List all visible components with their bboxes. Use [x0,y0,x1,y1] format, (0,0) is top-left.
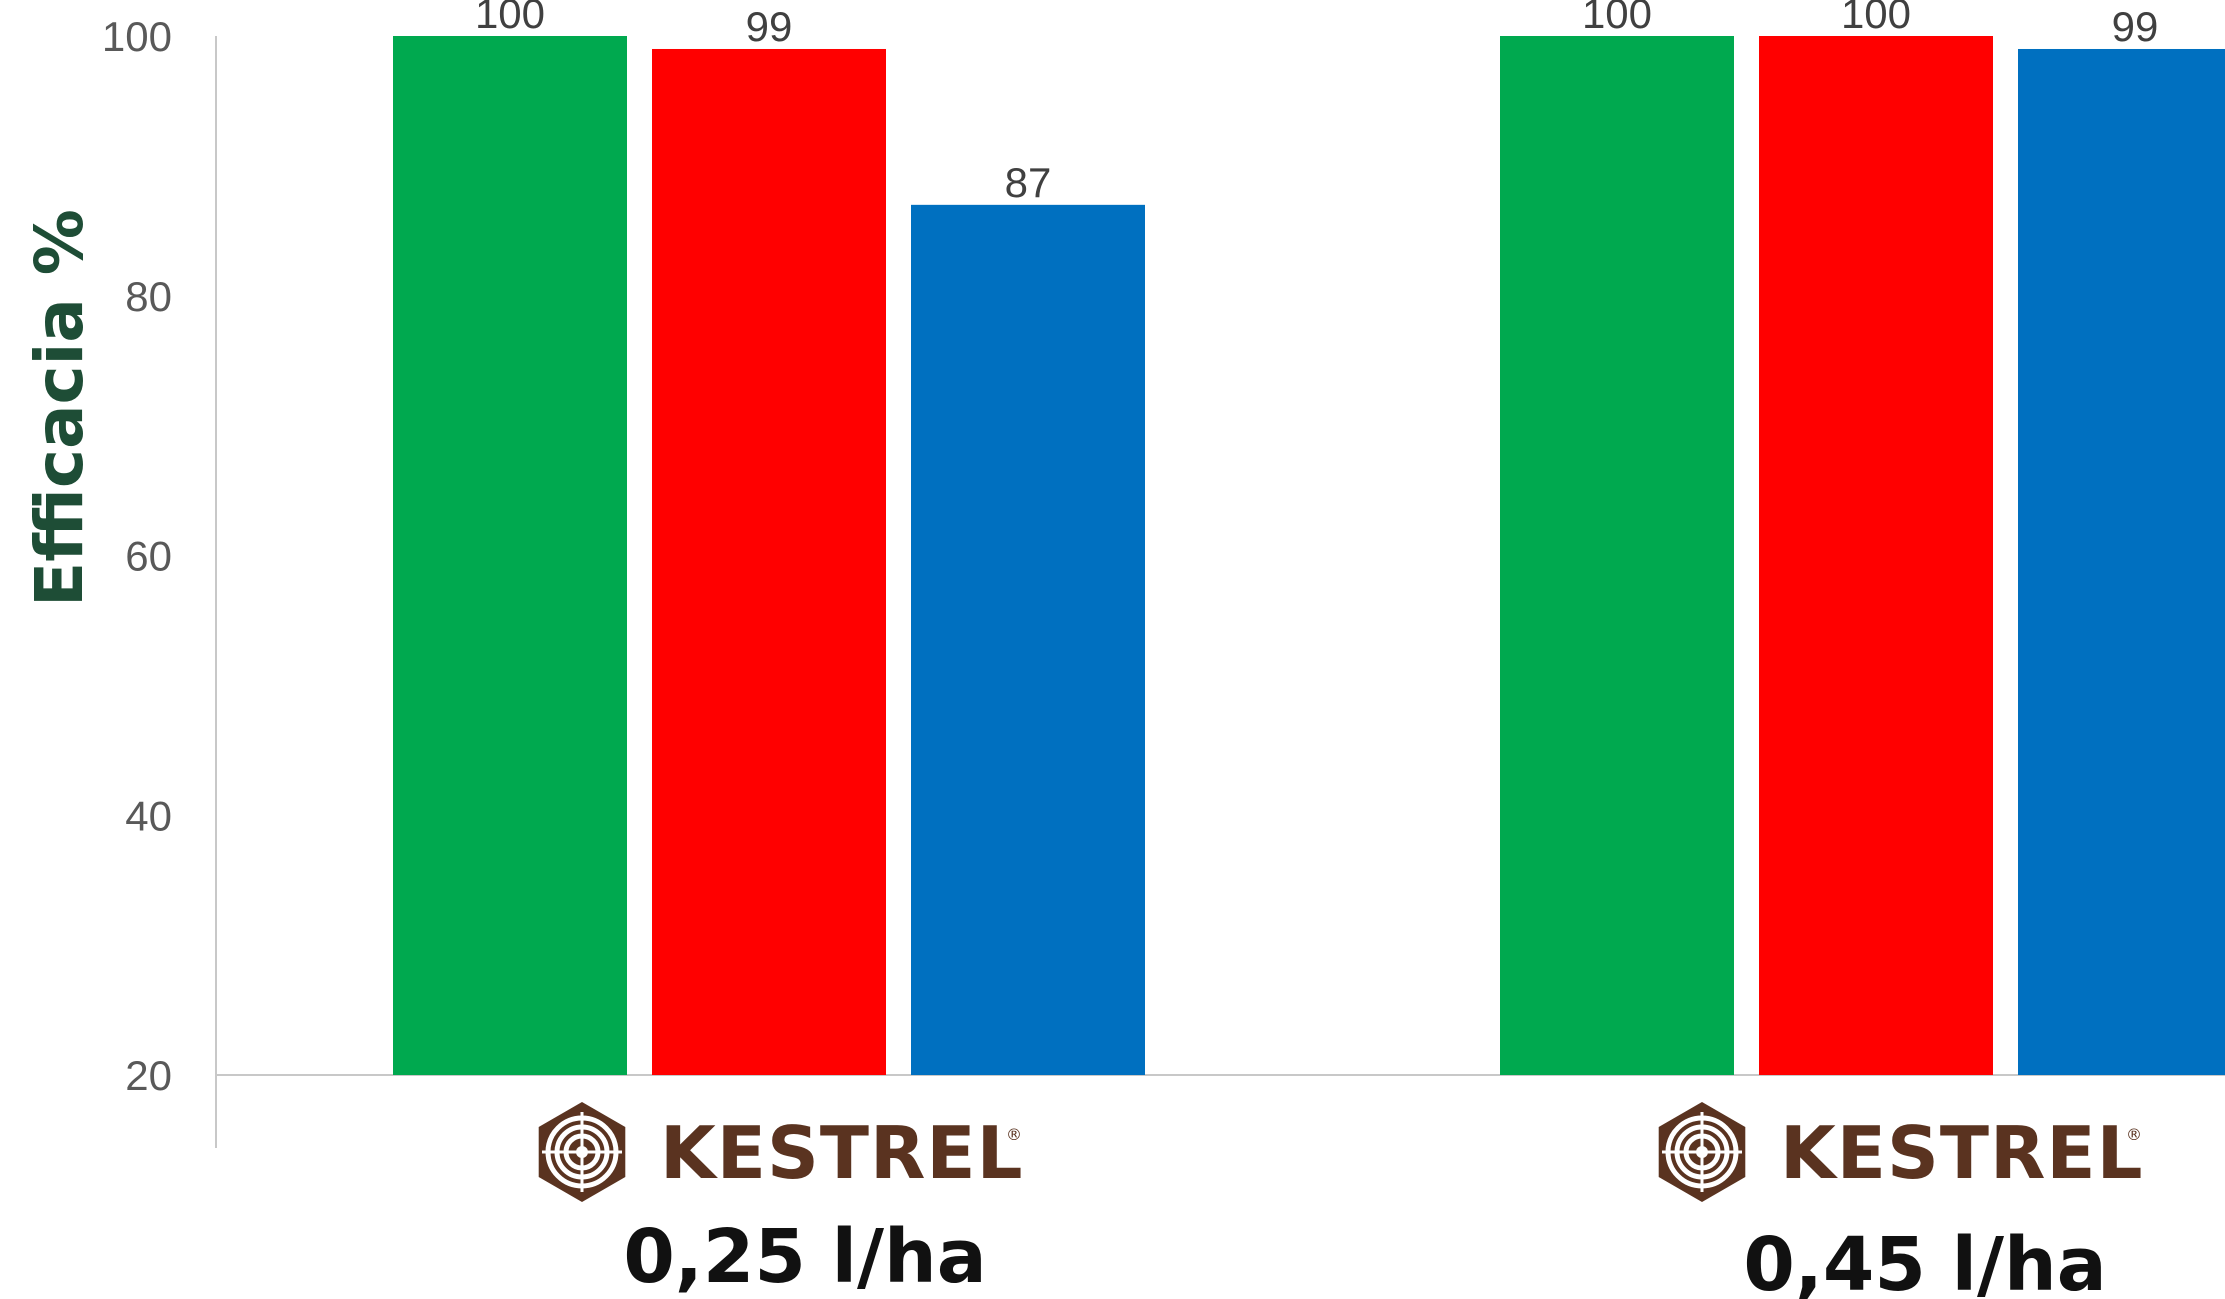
bar-series3-cat2 [2018,48,2225,1075]
dose-label: 0,25 l/ha [623,1214,986,1299]
data-label: 100 [475,0,545,37]
x-category-2: KESTREL® 0,45 l/ha [1658,1102,2143,1299]
y-tick-label: 80 [125,273,172,320]
y-axis-label: Efficacia % [21,209,98,607]
registered-mark: ® [2126,1125,2142,1144]
y-tick-label: 60 [125,533,172,580]
brand-name: KESTREL [660,1111,1023,1195]
data-label: 100 [1582,0,1652,37]
x-category-1: KESTREL® 0,25 l/ha [538,1102,1023,1299]
bar-series3-cat1 [911,204,1145,1075]
kestrel-logo-icon [1658,1102,1746,1202]
y-tick-label: 100 [102,13,172,60]
y-tick-label: 20 [125,1052,172,1099]
data-labels: 100 100 99 100 87 99 [475,0,2158,206]
kestrel-logo-icon [538,1102,626,1202]
data-label: 99 [2112,3,2159,50]
registered-mark: ® [1006,1125,1022,1144]
bar-series1-cat2 [1500,36,1734,1075]
data-label: 99 [746,3,793,50]
dose-label: 0,45 l/ha [1743,1222,2106,1299]
y-tick-label: 40 [125,792,172,839]
bar-series1-cat1 [393,36,627,1075]
brand-name: KESTREL [1780,1111,2143,1195]
data-label: 100 [1841,0,1911,37]
bar-series2-cat1 [652,48,886,1075]
bar-series2-cat2 [1759,36,1993,1075]
bars [393,36,2225,1075]
data-label: 87 [1005,159,1052,206]
